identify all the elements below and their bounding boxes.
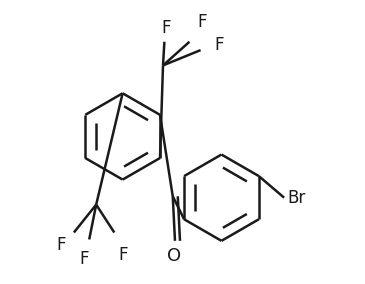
Text: F: F xyxy=(57,236,66,254)
Text: F: F xyxy=(161,19,170,37)
Text: F: F xyxy=(118,246,127,264)
Text: F: F xyxy=(214,36,223,54)
Text: Br: Br xyxy=(287,189,305,207)
Text: O: O xyxy=(166,247,181,265)
Text: F: F xyxy=(197,13,207,31)
Text: F: F xyxy=(79,250,88,268)
